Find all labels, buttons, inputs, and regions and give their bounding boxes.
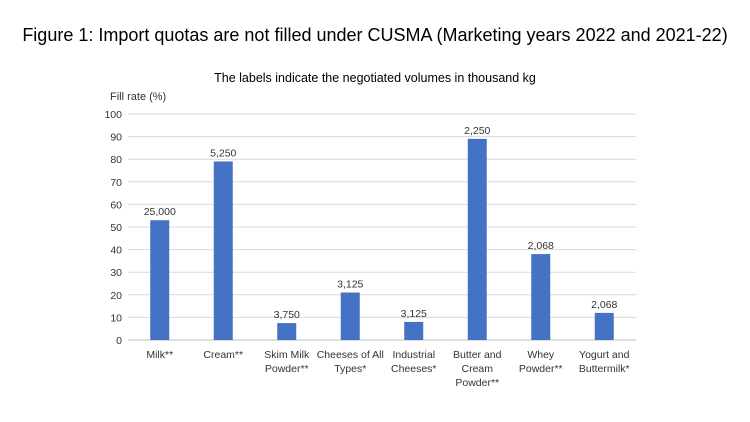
data-label: 3,750 (274, 309, 300, 321)
x-category-label-line: Types* (334, 363, 366, 375)
data-label: 5,250 (210, 147, 236, 159)
data-label: 2,250 (464, 125, 490, 137)
y-tick-labels: 0 10 20 30 40 50 60 70 80 90 100 (104, 109, 122, 347)
x-category-label: Industrial Cheeses* (391, 349, 437, 375)
bar (340, 292, 360, 340)
x-category-label-line: Powder** (455, 377, 499, 389)
x-category-label-line: Cream (461, 363, 493, 375)
bars (150, 138, 614, 340)
data-label: 25,000 (144, 206, 176, 218)
chart-subtitle: The labels indicate the negotiated volum… (214, 71, 536, 85)
x-category-label-line: Buttermilk* (579, 363, 630, 375)
y-tick-label: 100 (104, 109, 122, 121)
bar (531, 254, 551, 340)
bar (213, 161, 233, 340)
bar (594, 312, 614, 340)
bar (150, 220, 170, 340)
bar (467, 138, 487, 340)
y-tick-label: 20 (110, 290, 122, 302)
y-tick-label: 0 (116, 335, 122, 347)
y-tick-label: 30 (110, 267, 122, 279)
bar (277, 323, 297, 340)
data-label: 2,068 (591, 299, 617, 311)
data-label: 3,125 (337, 279, 363, 291)
x-category-label-line: Yogurt and (579, 349, 630, 361)
category-labels: Milk** Cream** Skim Milk Powder** Cheeses of… (146, 349, 629, 389)
x-category-label: Cheeses of All Types* (317, 349, 384, 375)
y-tick-label: 80 (110, 154, 122, 166)
x-category-label-line: Skim Milk (264, 349, 310, 361)
x-category-label-line: Cream** (203, 349, 243, 361)
x-category-label: Yogurt and Buttermilk* (579, 349, 630, 375)
bar (404, 321, 424, 340)
gridlines (128, 113, 636, 341)
x-category-label-line: Powder** (265, 363, 309, 375)
x-category-label-line: Powder** (519, 363, 563, 375)
data-labels: 25,000 5,250 3,750 3,125 3,125 2,250 2,068 2,06… (144, 125, 618, 321)
x-category-label-line: Butter and (453, 349, 502, 361)
data-label: 3,125 (401, 308, 427, 320)
chart-title: Figure 1: Import quotas are not filled u… (22, 25, 727, 45)
x-category-label: Butter and Cream Powder** (453, 349, 502, 389)
x-category-label: Whey Powder** (519, 349, 563, 375)
x-category-label-line: Cheeses* (391, 363, 437, 375)
y-tick-label: 50 (110, 222, 122, 234)
x-category-label-line: Whey (527, 349, 555, 361)
y-tick-label: 10 (110, 312, 122, 324)
x-category-label: Skim Milk Powder** (264, 349, 310, 375)
y-tick-label: 70 (110, 177, 122, 189)
x-category-label: Milk** (146, 349, 173, 361)
x-category-label: Cream** (203, 349, 243, 361)
x-category-label-line: Industrial (392, 349, 435, 361)
data-label: 2,068 (528, 240, 554, 252)
y-axis-label: Fill rate (%) (110, 91, 166, 103)
y-tick-label: 40 (110, 245, 122, 257)
y-tick-label: 90 (110, 132, 122, 144)
y-tick-label: 60 (110, 199, 122, 211)
x-category-label-line: Milk** (146, 349, 173, 361)
x-category-label-line: Cheeses of All (317, 349, 384, 361)
